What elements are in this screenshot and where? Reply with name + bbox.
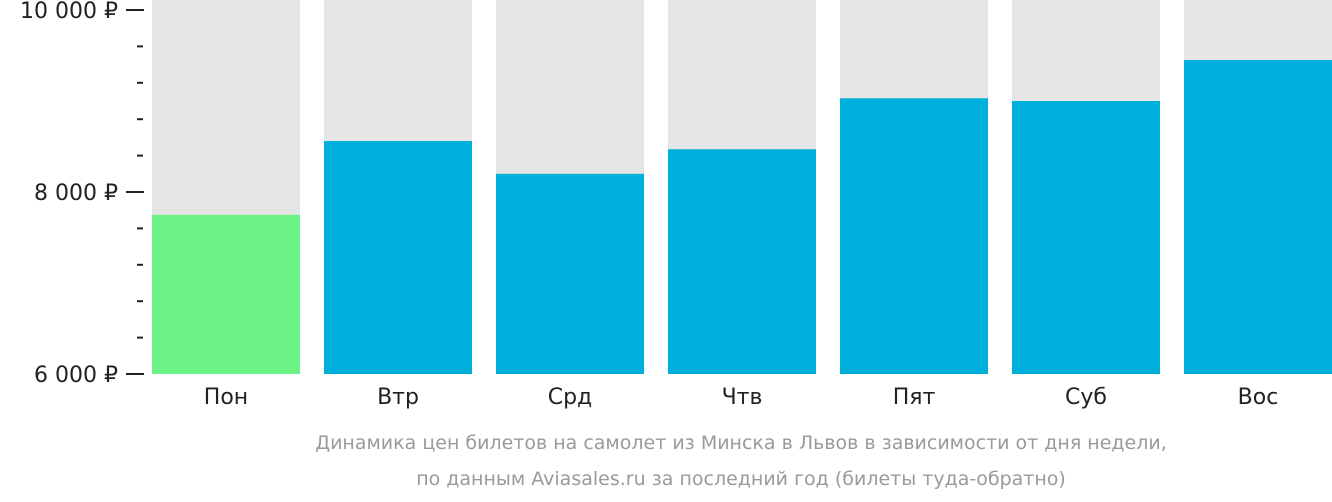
bar-3 [496, 173, 644, 374]
bar-1 [152, 214, 300, 374]
chart-caption-line-1: Динамика цен билетов на самолет из Минск… [315, 432, 1167, 454]
bar-2 [324, 141, 472, 374]
bar-5 [840, 98, 988, 375]
x-tick-label-2: Втр [377, 385, 419, 410]
x-tick-label-6: Суб [1065, 385, 1107, 410]
y-tick-label-2: 8 000 ₽ [34, 181, 118, 206]
price-by-weekday-chart: Пон Втр Срд Чтв Пят Суб Вос 6 000 ₽ 8 000 ₽ 10 00… [20, 0, 1332, 410]
bar-4 [668, 149, 816, 374]
x-tick-label-4: Чтв [722, 385, 763, 410]
chart-caption-line-2: по данным Aviasales.ru за последний год … [416, 468, 1066, 490]
x-tick-label-3: Срд [548, 385, 593, 410]
x-tick-label-5: Пят [893, 385, 936, 410]
y-tick-label-3: 10 000 ₽ [20, 0, 118, 24]
x-tick-label-7: Вос [1238, 385, 1279, 410]
bar-6 [1012, 101, 1160, 374]
x-tick-label-1: Пон [204, 385, 248, 410]
bar-7 [1184, 60, 1332, 375]
y-tick-label-1: 6 000 ₽ [34, 363, 118, 388]
